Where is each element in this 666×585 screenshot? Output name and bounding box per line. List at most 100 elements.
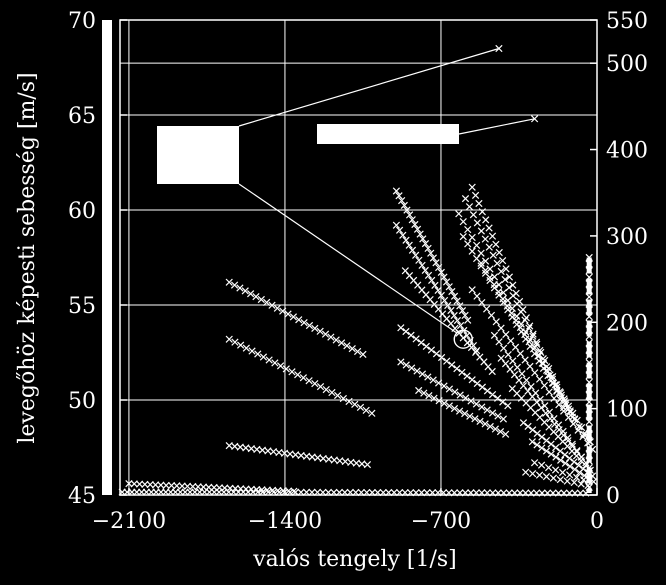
data-point [481,420,489,428]
data-point [456,391,464,399]
data-point [403,206,411,214]
y-axis-title: levegőhöz képesti sebesség [m/s] [15,72,40,443]
data-point [585,398,593,406]
data-point [549,474,558,482]
data-point-stroke [550,394,558,402]
data-point-stroke [560,395,568,403]
y-tick-label: 45 [68,484,96,509]
data-point-stroke [434,286,442,295]
data-point-stroke [447,319,455,328]
data-point [494,394,502,402]
data-point [413,225,422,233]
data-point-stroke [516,323,525,332]
data-point [300,319,308,327]
data-point [499,398,507,406]
data-point [559,431,568,439]
data-point [447,306,455,315]
data-point [529,332,537,340]
data-point [421,266,429,274]
data-point [485,243,493,251]
data-point [368,409,376,417]
data-point [533,398,541,406]
data-point [434,286,442,295]
data-point-stroke [276,362,285,370]
data-point [499,257,507,265]
data-point [481,266,490,274]
data-point-stroke [527,382,535,391]
data-point-stroke [579,433,587,441]
y-tick-label: 55 [68,294,96,319]
data-point [455,407,464,415]
data-point [529,330,537,338]
data-point [468,183,476,191]
connector-line [458,118,535,135]
data-point [464,225,472,234]
data-point-stroke [438,310,447,318]
data-point-stroke [477,259,485,267]
data-point [461,194,470,203]
data-point-stroke [495,248,503,257]
data-point-stroke [348,344,356,353]
data-point-stroke [445,385,454,393]
data-point [279,307,287,315]
data-point [415,256,423,264]
data-point [268,301,276,309]
data-point-stroke [505,273,514,281]
data-point [507,337,515,345]
data-point [525,338,533,346]
data-point [551,420,559,428]
data-point [440,273,448,281]
data-point-stroke [465,203,474,211]
data-point-stroke [549,428,558,436]
data-point-stroke [507,337,515,345]
data-point [348,344,356,353]
data-point-stroke [555,401,563,409]
series [225,335,376,417]
data-point [518,370,526,378]
data-point [537,461,546,469]
data-point [337,339,346,347]
data-point [477,227,485,235]
data-point-stroke [494,394,502,402]
data-point [461,311,469,320]
data-point [246,290,255,298]
data-point-stroke [430,394,438,402]
data-point [345,397,353,406]
data-point-stroke [289,313,298,321]
data-point-stroke [488,367,496,376]
data-point [485,224,493,232]
data-point [455,210,463,218]
data-point-stroke [482,305,491,313]
data-point [532,338,541,346]
data-point-stroke [440,273,448,281]
data-point-stroke [521,356,529,364]
data-point [458,307,467,315]
data-point-stroke [557,456,565,464]
data-point [397,358,405,366]
data-point [471,191,480,199]
y2-tick-label: 300 [606,225,648,250]
data-point-stroke [573,446,581,455]
data-point [585,293,593,301]
data-point-stroke [417,339,425,347]
data-point-stroke [448,361,456,369]
data-point [473,241,481,249]
data-point-stroke [510,371,519,379]
data-point-stroke [440,399,448,407]
data-point-stroke [497,324,505,332]
data-point-stroke [524,422,532,430]
data-point [343,342,351,350]
data-point-stroke [555,426,563,434]
data-point-stroke [420,389,428,397]
data-point [528,438,536,446]
data-point-stroke [327,333,335,341]
series [455,210,583,431]
data-point [491,425,500,433]
data-point [289,313,298,321]
data-point-stroke [421,266,429,274]
data-point [506,365,514,373]
data-point-stroke [440,296,449,305]
data-point-stroke [502,265,510,273]
data-point-stroke [440,382,448,390]
data-point-stroke [499,415,508,423]
